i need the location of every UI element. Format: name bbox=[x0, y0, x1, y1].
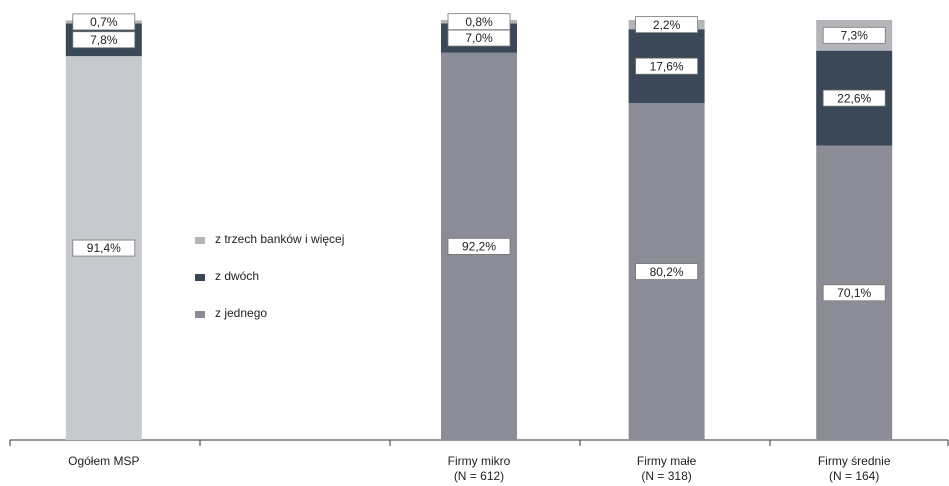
value-label: 91,4% bbox=[87, 241, 121, 255]
value-label: 92,2% bbox=[462, 240, 496, 254]
value-label: 0,8% bbox=[465, 15, 493, 29]
legend-label: z jednego bbox=[215, 306, 267, 320]
value-label-box bbox=[635, 263, 698, 280]
value-label: 2,2% bbox=[653, 18, 681, 32]
value-label: 80,2% bbox=[650, 265, 684, 279]
x-tick-label: Firmy średnie (N = 164) bbox=[817, 454, 891, 483]
legend-swatch bbox=[195, 311, 205, 318]
value-label: 22,6% bbox=[837, 91, 871, 105]
value-label-box bbox=[635, 16, 698, 34]
x-tick-label: Firmy mikro (N = 612) bbox=[447, 454, 511, 483]
value-label: 7,8% bbox=[90, 33, 118, 47]
value-label-box bbox=[822, 26, 886, 44]
value-label-box bbox=[72, 13, 136, 31]
value-label-box bbox=[72, 239, 136, 257]
x-tick-label: Ogółem MSP bbox=[68, 454, 140, 468]
x-axis bbox=[9, 439, 949, 446]
value-label: 7,3% bbox=[841, 29, 869, 43]
value-label-box bbox=[447, 237, 511, 255]
legend-swatch bbox=[195, 274, 205, 281]
value-label: 70,1% bbox=[837, 286, 871, 300]
value-label: 0,7% bbox=[90, 15, 118, 29]
value-label-box bbox=[635, 57, 698, 75]
legend-swatch bbox=[195, 237, 205, 244]
value-label: 7,0% bbox=[465, 31, 493, 45]
x-tick-label: Firmy małe (N = 318) bbox=[636, 454, 697, 483]
value-label-box bbox=[447, 13, 511, 31]
value-label-box bbox=[72, 31, 136, 49]
value-label-box bbox=[822, 284, 886, 302]
value-label-box bbox=[822, 89, 886, 107]
legend-label: z trzech banków i więcej bbox=[215, 232, 344, 246]
legend-label: z dwóch bbox=[215, 269, 259, 283]
value-label: 17,6% bbox=[650, 59, 684, 73]
